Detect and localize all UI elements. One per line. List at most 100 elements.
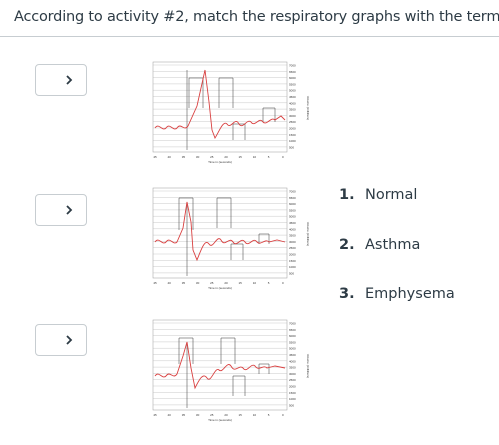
- y-tick-label: 3000: [289, 114, 296, 118]
- y-tick-label: 6000: [289, 202, 296, 206]
- volume-bracket: [188, 77, 204, 108]
- y-tick-label: 4500: [289, 353, 296, 357]
- chevron-down-icon: [66, 205, 73, 215]
- y-tick-label: 1000: [289, 265, 296, 269]
- y-tick-label: 1000: [289, 139, 296, 143]
- answer-option-normal: 1. Normal: [339, 187, 418, 203]
- y-tick-label: 2500: [289, 120, 296, 124]
- y-axis-label: Volume (milliliters): [306, 222, 310, 246]
- y-tick-label: 6000: [289, 334, 296, 338]
- y-tick-label: 7000: [289, 64, 296, 68]
- y-tick-label: 3500: [289, 234, 296, 238]
- x-tick-label: 35: [182, 413, 186, 417]
- respiratory-graph-2: 7000 6500 6000 5500 5000 4500 4000 3500 3000 2500…: [145, 184, 315, 294]
- y-axis-label: Volume (milliliters): [306, 96, 310, 120]
- volume-bracket: [218, 77, 234, 108]
- chevron-down-icon: [66, 335, 73, 345]
- y-tick-label: 1500: [289, 133, 296, 137]
- y-tick-label: 3500: [289, 108, 296, 112]
- y-tick-label: 3000: [289, 240, 296, 244]
- volume-bracket: [216, 197, 232, 228]
- x-axis-label: Time in (seconds): [208, 418, 232, 422]
- x-tick-label: 30: [196, 413, 200, 417]
- respiratory-graph-3: 7000 6500 6000 5500 5000 4500 4000 3500 3000 2500…: [145, 316, 315, 426]
- y-tick-label: 5000: [289, 347, 296, 351]
- graph-2-svg: 7000650060005500500045004000350030002500…: [152, 187, 310, 290]
- x-tick-label: 15: [239, 281, 243, 285]
- x-tick-label: 0: [282, 413, 284, 417]
- question-prompt: According to activity #2, match the resp…: [14, 9, 499, 25]
- y-tick-label: 500: [289, 403, 294, 407]
- y-tick-label: 2000: [289, 385, 296, 389]
- plot-area: [152, 61, 288, 153]
- volume-bracket: [178, 337, 194, 364]
- volume-bracket: [232, 375, 246, 396]
- answer-option-emphysema: 3. Emphysema: [339, 286, 455, 302]
- x-tick-label: 30: [196, 155, 200, 159]
- x-tick-label: 20: [224, 413, 228, 417]
- y-tick-label: 5000: [289, 215, 296, 219]
- y-tick-label: 2000: [289, 127, 296, 131]
- plot-area: [152, 187, 288, 279]
- y-tick-label: 3500: [289, 366, 296, 370]
- x-tick-label: 20: [224, 281, 228, 285]
- x-tick-label: 35: [182, 155, 186, 159]
- x-axis-label: Time in (seconds): [208, 160, 232, 164]
- respiratory-graph-1: 7000 6500 6000 5500 5000 4500 4000 3500 3000 2500…: [145, 58, 315, 168]
- volume-bracket: [258, 363, 270, 374]
- y-tick-label: 6500: [289, 328, 296, 332]
- y-tick-label: 5500: [289, 340, 296, 344]
- x-tick-label: 0: [282, 281, 284, 285]
- y-tick-label: 4000: [289, 227, 296, 231]
- graph-3-svg: 7000650060005500500045004000350030002500…: [152, 319, 310, 422]
- y-tick-label: 1500: [289, 259, 296, 263]
- x-axis-label: Time in (seconds): [208, 286, 232, 290]
- y-tick-label: 2500: [289, 246, 296, 250]
- volume-bracket: [262, 107, 276, 122]
- y-tick-label: 4500: [289, 221, 296, 225]
- x-tick-label: 35: [182, 281, 186, 285]
- x-tick-label: 30: [196, 281, 200, 285]
- x-tick-label: 20: [224, 155, 228, 159]
- volume-bracket: [220, 337, 236, 364]
- x-tick-label: 5: [268, 281, 270, 285]
- x-tick-label: 25: [210, 413, 214, 417]
- x-tick-label: 5: [268, 413, 270, 417]
- answer-option-asthma: 2. Asthma: [339, 237, 421, 253]
- volume-curve: [154, 69, 286, 139]
- y-tick-label: 4000: [289, 359, 296, 363]
- chevron-down-icon: [66, 75, 73, 85]
- x-tick-label: 0: [282, 155, 284, 159]
- plot-area: [152, 319, 288, 411]
- x-tick-label: 10: [253, 413, 257, 417]
- header-divider: [0, 36, 499, 37]
- y-tick-label: 5000: [289, 89, 296, 93]
- y-tick-label: 1500: [289, 391, 296, 395]
- graph-1-answer-select[interactable]: [35, 64, 87, 96]
- y-tick-label: 5500: [289, 82, 296, 86]
- x-tick-label: 45: [153, 155, 157, 159]
- x-tick-label: 40: [168, 413, 172, 417]
- y-tick-label: 6500: [289, 196, 296, 200]
- y-tick-label: 4000: [289, 101, 296, 105]
- x-tick-label: 40: [168, 155, 172, 159]
- x-tick-label: 25: [210, 155, 214, 159]
- y-tick-label: 6500: [289, 70, 296, 74]
- x-tick-label: 40: [168, 281, 172, 285]
- y-tick-label: 500: [289, 145, 294, 149]
- volume-bracket: [258, 233, 270, 244]
- y-tick-label: 4500: [289, 95, 296, 99]
- volume-bracket: [178, 197, 194, 230]
- x-tick-label: 10: [253, 281, 257, 285]
- y-tick-label: 1000: [289, 397, 296, 401]
- volume-bracket: [230, 243, 244, 260]
- graph-2-answer-select[interactable]: [35, 194, 87, 226]
- x-tick-label: 45: [153, 281, 157, 285]
- x-tick-label: 5: [268, 155, 270, 159]
- graph-3-answer-select[interactable]: [35, 324, 87, 356]
- y-tick-label: 3000: [289, 372, 296, 376]
- x-tick-label: 15: [239, 413, 243, 417]
- volume-curve: [154, 201, 286, 262]
- graph-1-svg: 7000650060005500500045004000350030002500…: [152, 61, 310, 164]
- y-tick-label: 2500: [289, 378, 296, 382]
